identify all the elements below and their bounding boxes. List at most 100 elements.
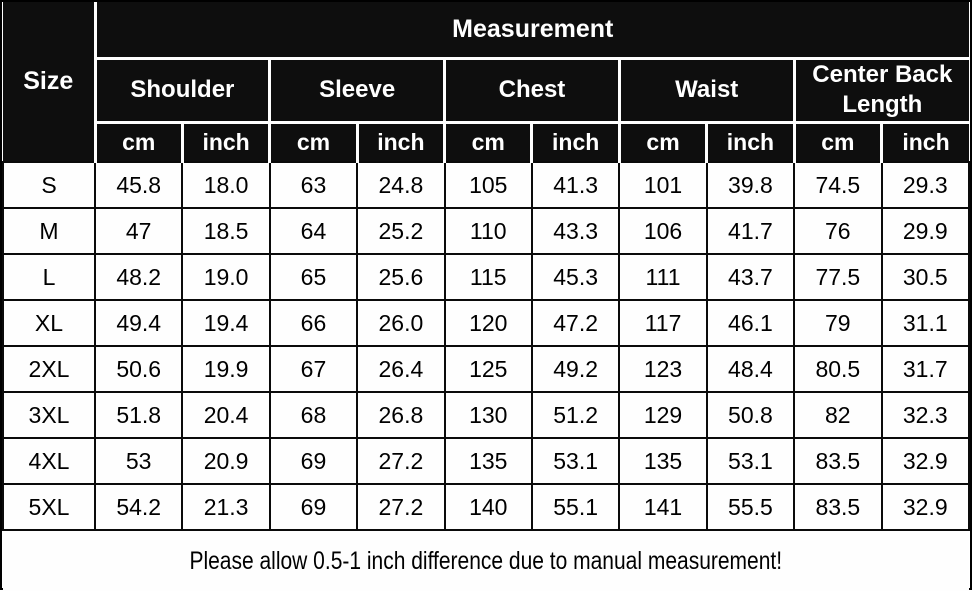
- measurement-value-cell: 83.5: [793, 483, 883, 531]
- unit-header-cm: cm: [269, 122, 359, 162]
- measurement-value-cell: 25.6: [356, 253, 446, 301]
- measurement-value-cell: 18.0: [181, 161, 271, 209]
- measurement-value-cell: 64: [268, 207, 359, 255]
- measurement-value-cell: 80.5: [793, 345, 883, 393]
- measurement-value-cell: 19.4: [181, 299, 271, 347]
- measurement-value-cell: 110: [443, 207, 533, 255]
- measurement-value-cell: 129: [618, 391, 708, 439]
- measurement-value-cell: 49.4: [93, 299, 184, 347]
- group-header-waist: Waist: [619, 58, 796, 124]
- measurement-value-cell: 55.5: [705, 483, 796, 531]
- measurement-value-cell: 82: [793, 391, 883, 439]
- measurement-value-cell: 68: [268, 391, 359, 439]
- size-label-cell: M: [2, 207, 96, 255]
- measurement-value-cell: 39.8: [705, 161, 796, 209]
- size-label-cell: 2XL: [2, 345, 96, 393]
- measurement-value-cell: 130: [443, 391, 533, 439]
- measurement-value-cell: 53.1: [705, 437, 796, 485]
- group-header-sleeve: Sleeve: [269, 58, 447, 124]
- measurement-value-cell: 54.2: [93, 483, 184, 531]
- measurement-value-cell: 140: [443, 483, 533, 531]
- measurement-value-cell: 43.7: [705, 253, 796, 301]
- measurement-value-cell: 76: [793, 207, 883, 255]
- table-row: M 47 18.5 64 25.2 110 43.3 106 41.7 76 29.9: [2, 207, 971, 255]
- measurement-value-cell: 66: [268, 299, 359, 347]
- measurement-value-cell: 105: [443, 161, 533, 209]
- measurement-value-cell: 47: [93, 207, 184, 255]
- measurement-value-cell: 123: [618, 345, 708, 393]
- footnote-text: Please allow 0.5-1 inch difference due t…: [189, 546, 783, 575]
- footnote-cell: Please allow 0.5-1 inch difference due t…: [3, 529, 969, 591]
- unit-header-inch: inch: [881, 122, 969, 162]
- measurement-value-cell: 20.4: [181, 391, 271, 439]
- table-row: S 45.8 18.0 63 24.8 105 41.3 101 39.8 74.5 29.3: [2, 161, 971, 209]
- measurement-value-cell: 55.1: [530, 483, 621, 531]
- size-label-cell: 5XL: [2, 483, 96, 531]
- measurement-value-cell: 117: [618, 299, 708, 347]
- unit-header-inch: inch: [182, 122, 272, 162]
- measurement-value-cell: 32.9: [880, 437, 971, 485]
- measurement-value-cell: 69: [268, 437, 359, 485]
- size-column-header: Size: [3, 2, 97, 162]
- measurement-value-cell: 50.6: [93, 345, 184, 393]
- measurement-value-cell: 48.2: [93, 253, 184, 301]
- measurement-value-cell: 41.3: [530, 161, 621, 209]
- measurement-value-cell: 26.0: [356, 299, 446, 347]
- measurement-value-cell: 31.1: [880, 299, 971, 347]
- measurement-value-cell: 32.3: [880, 391, 971, 439]
- table-row: XL 49.4 19.4 66 26.0 120 47.2 117 46.1 79 31.1: [2, 299, 971, 347]
- measurement-value-cell: 141: [618, 483, 708, 531]
- measurement-title: Measurement: [95, 2, 969, 60]
- unit-header-cm: cm: [794, 122, 884, 162]
- measurement-value-cell: 26.4: [356, 345, 446, 393]
- measurement-value-cell: 25.2: [356, 207, 446, 255]
- measurement-value-cell: 101: [618, 161, 708, 209]
- footnote-row: Please allow 0.5-1 inch difference due t…: [3, 529, 969, 591]
- measurement-value-cell: 65: [268, 253, 359, 301]
- measurement-value-cell: 21.3: [181, 483, 271, 531]
- unit-header-inch: inch: [357, 122, 447, 162]
- unit-header-inch: inch: [706, 122, 796, 162]
- group-header-center-back-length: Center Back Length: [794, 58, 969, 124]
- measurement-value-cell: 135: [443, 437, 533, 485]
- measurement-value-cell: 120: [443, 299, 533, 347]
- measurement-value-cell: 32.9: [880, 483, 971, 531]
- table-row: 4XL 53 20.9 69 27.2 135 53.1 135 53.1 83.5 32.9: [2, 437, 971, 485]
- measurement-value-cell: 125: [443, 345, 533, 393]
- measurement-value-cell: 29.3: [880, 161, 971, 209]
- table-row: 5XL 54.2 21.3 69 27.2 140 55.1 141 55.5 83.5 32.9: [2, 483, 971, 531]
- unit-header-cm: cm: [619, 122, 709, 162]
- size-chart-footer: Please allow 0.5-1 inch difference due t…: [3, 529, 969, 591]
- measurement-value-cell: 47.2: [530, 299, 621, 347]
- measurement-value-cell: 19.9: [181, 345, 271, 393]
- unit-header-cm: cm: [95, 122, 184, 162]
- measurement-value-cell: 18.5: [181, 207, 271, 255]
- measurement-value-cell: 106: [618, 207, 708, 255]
- measurement-value-cell: 45.8: [93, 161, 184, 209]
- unit-header-cm: cm: [444, 122, 534, 162]
- size-label-cell: L: [2, 253, 96, 301]
- measurement-value-cell: 79: [793, 299, 883, 347]
- size-chart-header: Size Measurement Shoulder Sleeve Chest W…: [3, 2, 969, 162]
- measurement-value-cell: 53.1: [530, 437, 621, 485]
- measurement-value-cell: 41.7: [705, 207, 796, 255]
- measurement-value-cell: 46.1: [705, 299, 796, 347]
- measurement-value-cell: 19.0: [181, 253, 271, 301]
- size-label-cell: XL: [2, 299, 96, 347]
- size-label-cell: S: [2, 161, 96, 209]
- size-label-cell: 3XL: [2, 391, 96, 439]
- measurement-value-cell: 48.4: [705, 345, 796, 393]
- table-row: 2XL 50.6 19.9 67 26.4 125 49.2 123 48.4 80.5 31.7: [2, 345, 971, 393]
- measurement-value-cell: 135: [618, 437, 708, 485]
- measurement-value-cell: 26.8: [356, 391, 446, 439]
- measurement-value-cell: 30.5: [880, 253, 971, 301]
- measurement-value-cell: 24.8: [356, 161, 446, 209]
- measurement-value-cell: 27.2: [356, 437, 446, 485]
- measurement-value-cell: 20.9: [181, 437, 271, 485]
- table-row: 3XL 51.8 20.4 68 26.8 130 51.2 129 50.8 82 32.3: [2, 391, 971, 439]
- measurement-value-cell: 49.2: [530, 345, 621, 393]
- table-row: L 48.2 19.0 65 25.6 115 45.3 111 43.7 77.5 30.5: [2, 253, 971, 301]
- measurement-value-cell: 43.3: [530, 207, 621, 255]
- measurement-value-cell: 63: [268, 161, 359, 209]
